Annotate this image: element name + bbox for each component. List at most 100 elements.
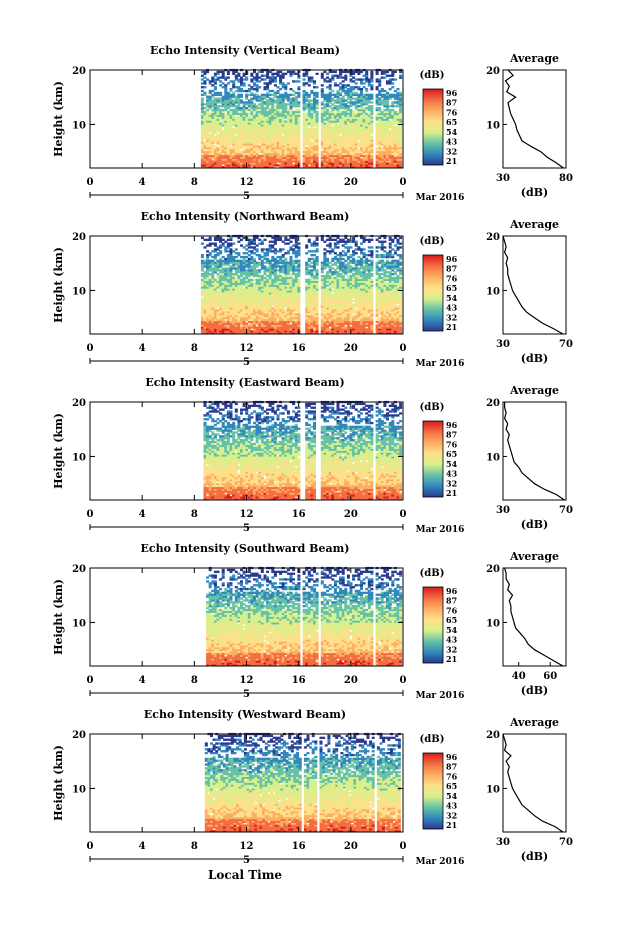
echo-cell	[242, 150, 246, 154]
echo-cell	[232, 332, 236, 335]
echo-cell	[208, 89, 212, 93]
profile-y-tick-label: 20	[486, 66, 500, 77]
echo-cell	[396, 129, 400, 133]
echo-cell	[258, 128, 262, 131]
echo-cell	[286, 93, 290, 96]
echo-cell	[234, 255, 238, 259]
echo-cell	[310, 129, 314, 133]
echo-cell	[232, 162, 236, 165]
echo-cell	[354, 158, 358, 161]
echo-cell	[247, 158, 251, 161]
echo-cell	[200, 70, 204, 74]
echo-cell	[211, 103, 215, 106]
echo-cell	[247, 129, 251, 133]
echo-cell	[203, 238, 207, 241]
echo-cell	[200, 133, 204, 136]
y-tick-label: 20	[72, 66, 86, 77]
echo-cell	[281, 101, 285, 104]
echo-cell	[234, 137, 238, 140]
echo-cell	[232, 150, 236, 154]
echo-cell	[326, 160, 330, 163]
echo-cell	[232, 108, 236, 112]
echo-cell	[386, 148, 389, 152]
echo-cell	[208, 311, 212, 314]
echo-cell	[370, 126, 374, 129]
echo-cell	[234, 273, 238, 276]
echo-cell	[380, 152, 384, 156]
echo-cell	[247, 278, 251, 281]
echo-cell	[289, 135, 293, 138]
echo-cell	[302, 139, 306, 142]
echo-cell	[305, 156, 309, 159]
echo-cell	[281, 118, 285, 121]
echo-cell	[232, 316, 236, 320]
echo-cell	[393, 135, 397, 138]
echo-cell	[226, 126, 230, 129]
echo-cell	[203, 286, 207, 289]
echo-cell	[302, 107, 306, 110]
echo-cell	[328, 126, 332, 129]
echo-cell	[380, 128, 384, 131]
echo-cell	[221, 324, 225, 327]
echo-cell	[284, 156, 288, 159]
echo-cell	[307, 124, 311, 127]
echo-cell	[258, 148, 262, 152]
echo-cell	[310, 120, 314, 123]
colorbar-tick-label: 87	[446, 98, 457, 108]
echo-cell	[271, 124, 275, 127]
echo-cell	[333, 107, 337, 110]
echo-cell	[208, 294, 212, 297]
echo-cell	[378, 80, 382, 83]
echo-cell	[260, 93, 264, 96]
echo-cell	[386, 139, 389, 142]
echo-cell	[378, 101, 382, 104]
echo-cell	[211, 114, 215, 117]
echo-cell	[253, 248, 256, 251]
echo-cell	[279, 74, 283, 77]
echo-cell	[229, 274, 233, 278]
echo-cell	[365, 107, 369, 110]
echo-cell	[271, 72, 275, 75]
echo-cell	[234, 282, 238, 285]
echo-cell	[213, 160, 217, 163]
echo-cell	[279, 137, 283, 140]
echo-cell	[383, 158, 387, 161]
echo-cell	[260, 274, 264, 278]
echo-cell	[284, 84, 288, 87]
echo-cell	[253, 105, 256, 108]
echo-cell	[297, 118, 301, 121]
echo-cell	[375, 150, 379, 154]
echo-cell	[245, 160, 249, 163]
echo-cell	[357, 160, 361, 163]
echo-cell	[354, 78, 358, 81]
echo-cell	[200, 280, 204, 283]
echo-cell	[224, 97, 228, 100]
echo-cell	[268, 147, 272, 150]
echo-cell	[219, 164, 223, 167]
echo-cell	[213, 97, 217, 100]
echo-cell	[302, 135, 306, 138]
echo-cell	[292, 139, 296, 142]
echo-cell	[294, 143, 298, 146]
echo-cell	[234, 97, 238, 100]
echo-cell	[219, 274, 223, 278]
echo-cell	[305, 162, 309, 165]
echo-cell	[229, 303, 233, 306]
echo-cell	[328, 95, 332, 98]
echo-cell	[224, 324, 228, 327]
echo-cell	[378, 129, 382, 133]
echo-cell	[258, 147, 262, 150]
echo-cell	[213, 303, 217, 306]
echo-cell	[268, 316, 272, 320]
echo-cell	[234, 139, 238, 142]
echo-cell	[237, 143, 241, 146]
echo-cell	[307, 147, 311, 150]
echo-cell	[219, 316, 223, 320]
echo-cell	[255, 162, 259, 165]
echo-cell	[281, 129, 285, 133]
x-tick-label: 0	[400, 177, 407, 188]
echo-cell	[344, 158, 348, 161]
echo-cell	[226, 273, 230, 276]
echo-cell	[229, 261, 233, 264]
echo-cell	[297, 76, 301, 79]
